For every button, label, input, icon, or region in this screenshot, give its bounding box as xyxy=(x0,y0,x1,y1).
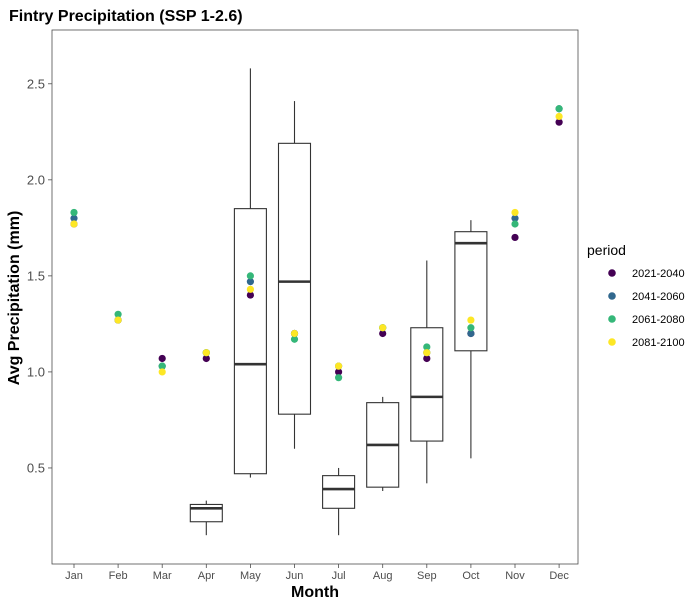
chart-title: Fintry Precipitation (SSP 1-2.6) xyxy=(9,8,243,25)
point-2061-2080-jan xyxy=(70,208,78,217)
x-axis-title: Month xyxy=(291,584,339,601)
y-tick-label: 1.0 xyxy=(27,364,45,379)
point-2081-2100-may xyxy=(246,285,254,293)
legend-title: period xyxy=(587,242,626,258)
point-2061-2080-dec xyxy=(555,105,563,113)
x-tick-label: Sep xyxy=(417,570,437,582)
legend-label: 2021-2040 xyxy=(632,268,685,280)
point-2061-2080-mar xyxy=(158,362,166,370)
boxplot-apr xyxy=(189,500,223,536)
point-2081-2100-feb xyxy=(114,316,122,324)
legend: period 2021-2040 2041-2060 2061-2080 2081-21… xyxy=(587,242,685,349)
x-tick-label: May xyxy=(240,570,261,582)
legend-swatch xyxy=(608,315,616,323)
point-2081-2100-mar xyxy=(158,368,166,376)
point-2041-2060-may xyxy=(246,278,254,286)
point-2081-2100-oct xyxy=(467,316,475,324)
x-tick-label: Jan xyxy=(65,570,83,582)
x-tick-label: Oct xyxy=(462,570,479,582)
point-2021-2040-dec xyxy=(555,118,563,126)
point-2061-2080-oct xyxy=(467,324,475,332)
y-tick-label: 0.5 xyxy=(27,460,45,475)
x-tick-label: Feb xyxy=(109,570,128,582)
box-iqr xyxy=(277,142,312,415)
point-2081-2100-jun xyxy=(290,329,299,338)
x-tick-label: Apr xyxy=(198,570,215,582)
legend-swatch xyxy=(608,338,616,346)
x-tick-label: Mar xyxy=(153,570,172,582)
point-2041-2060-jan xyxy=(70,214,78,222)
x-tick-label: Aug xyxy=(373,570,393,582)
point-2061-2080-sep xyxy=(423,343,431,351)
x-tick-label: Dec xyxy=(549,570,569,582)
box-iqr xyxy=(233,208,267,475)
point-2081-2100-sep xyxy=(423,349,431,357)
point-2081-2100-jul xyxy=(335,362,343,370)
boxplot-jul xyxy=(322,467,356,536)
boxplot-may xyxy=(233,68,267,478)
point-2021-2040-sep xyxy=(423,354,431,363)
legend-swatch xyxy=(608,269,616,277)
legend-swatch xyxy=(608,292,616,300)
point-2021-2040-apr xyxy=(202,354,210,363)
point-2081-2100-aug xyxy=(379,324,387,332)
legend-label: 2041-2060 xyxy=(632,291,685,303)
box-iqr xyxy=(322,475,356,509)
plot-panel xyxy=(51,29,579,565)
point-2021-2040-jul xyxy=(335,368,343,376)
y-axis-title: Avg Precipitation (mm) xyxy=(6,211,23,386)
point-2061-2080-feb xyxy=(114,310,122,318)
x-tick-label: Jul xyxy=(332,570,346,582)
point-2021-2040-mar xyxy=(158,354,166,363)
x-tick-label: Nov xyxy=(505,570,525,582)
y-tick-label: 1.5 xyxy=(27,268,45,283)
point-2021-2040-nov xyxy=(511,233,519,242)
x-tick-label: Jun xyxy=(286,570,304,582)
point-2081-2100-dec xyxy=(555,112,563,121)
point-2061-2080-may xyxy=(246,272,254,280)
point-2081-2100-apr xyxy=(202,349,210,357)
point-2081-2100-nov xyxy=(511,208,519,217)
point-2061-2080-jul xyxy=(335,374,343,382)
point-2081-2100-jan xyxy=(70,220,78,228)
point-2021-2040-may xyxy=(246,291,254,299)
boxplot-aug xyxy=(366,396,400,492)
point-2061-2080-nov xyxy=(511,220,519,228)
legend-label: 2061-2080 xyxy=(632,314,685,326)
point-2061-2080-jun xyxy=(290,335,299,343)
y-tick-label: 2.5 xyxy=(27,76,45,91)
y-tick-label: 2.0 xyxy=(27,172,45,187)
legend-label: 2081-2100 xyxy=(632,337,685,349)
point-2041-2060-nov xyxy=(511,214,519,222)
boxplot-jun xyxy=(277,101,312,449)
point-2041-2060-oct xyxy=(467,329,475,338)
point-2021-2040-aug xyxy=(379,329,387,338)
